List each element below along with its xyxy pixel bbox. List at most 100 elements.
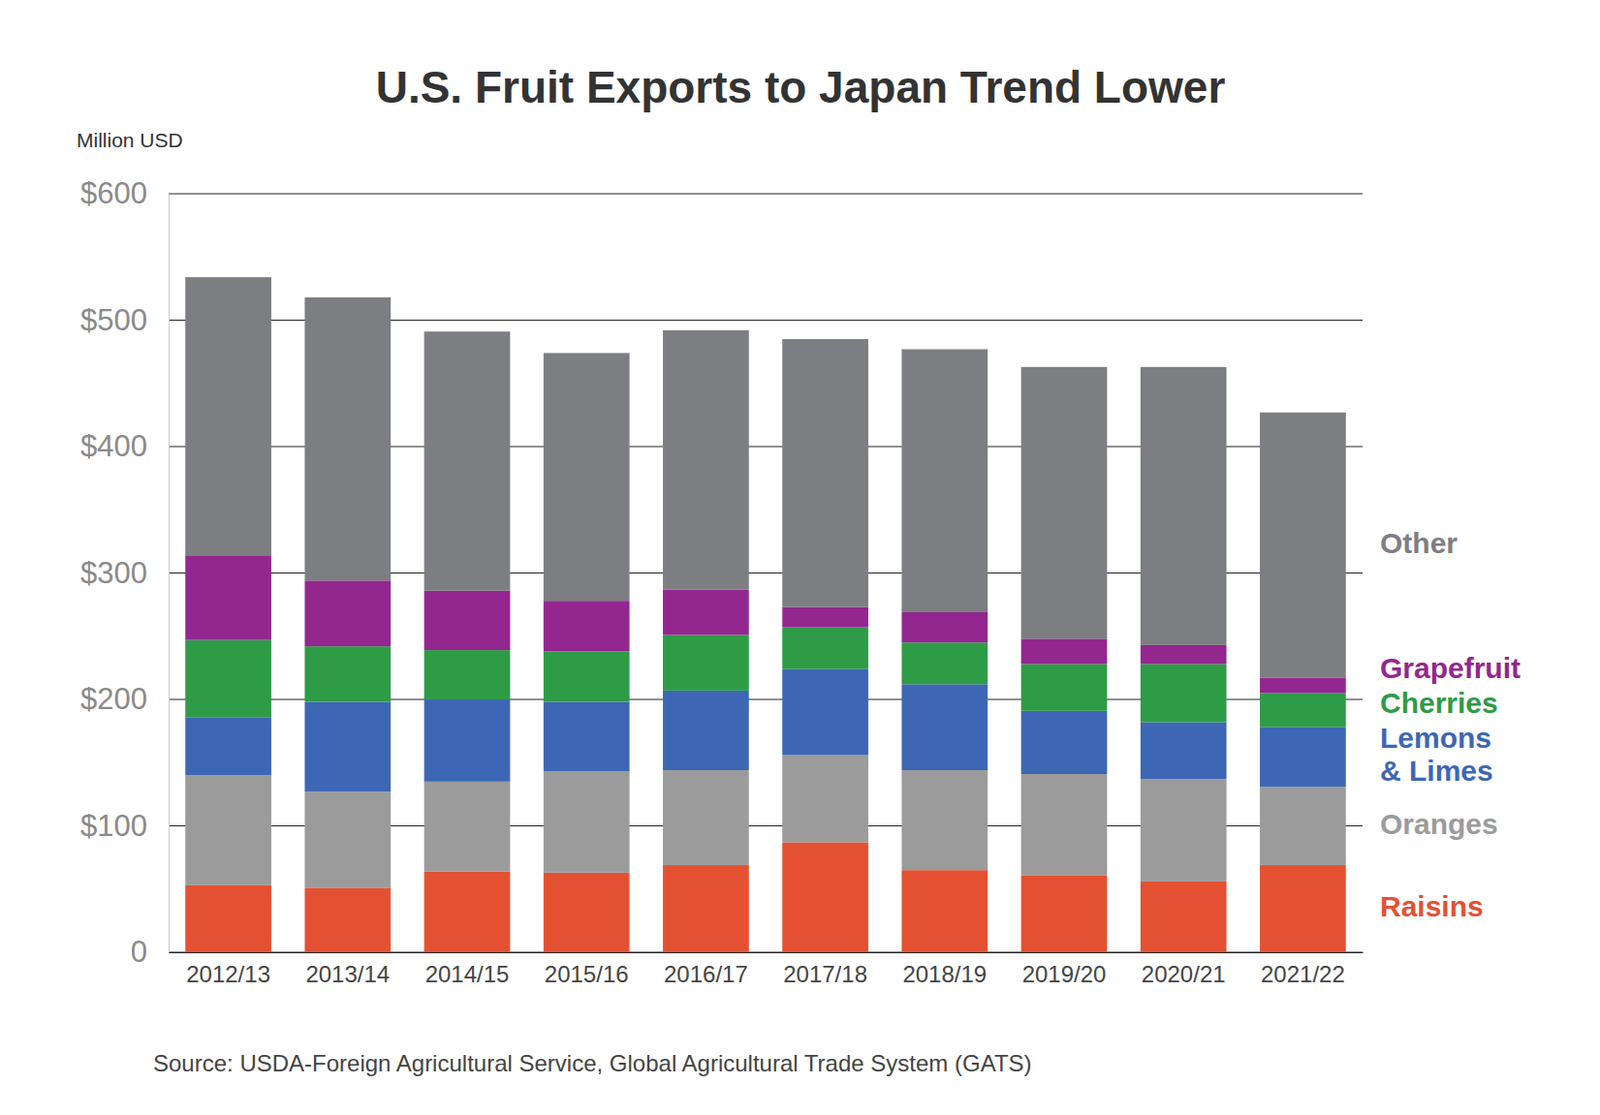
bar bbox=[185, 277, 272, 556]
legend-entry: Other bbox=[1380, 527, 1458, 560]
tick: $400 bbox=[80, 429, 169, 464]
tick: 2012/13 bbox=[186, 952, 271, 988]
bar bbox=[901, 684, 988, 771]
bar bbox=[304, 646, 391, 702]
bar bbox=[1259, 692, 1347, 727]
legend-entry: Lemons& Limes bbox=[1380, 721, 1494, 787]
tick-label: 2013/14 bbox=[305, 961, 390, 988]
bar bbox=[662, 330, 750, 591]
bar bbox=[424, 591, 511, 651]
tick: $500 bbox=[80, 303, 169, 338]
tick: $600 bbox=[80, 176, 169, 211]
bar bbox=[782, 627, 869, 670]
bar bbox=[1259, 678, 1347, 694]
tick: 2013/14 bbox=[305, 952, 390, 988]
bar bbox=[782, 842, 869, 953]
bar bbox=[1140, 367, 1227, 646]
tick-label: 0 bbox=[130, 935, 148, 970]
bar bbox=[185, 775, 272, 886]
bar bbox=[543, 771, 630, 873]
bar bbox=[782, 607, 869, 628]
bar bbox=[424, 699, 511, 783]
tick-label: $200 bbox=[80, 682, 148, 717]
bar bbox=[901, 349, 988, 613]
bar bbox=[1021, 663, 1108, 711]
title: U.S. Fruit Exports to Japan Trend Lower bbox=[376, 62, 1226, 113]
bar bbox=[901, 642, 988, 685]
bar bbox=[782, 754, 869, 843]
tick: 2020/21 bbox=[1141, 952, 1226, 988]
tick-label: $100 bbox=[80, 809, 148, 844]
bar bbox=[901, 612, 988, 643]
tick-label: 2012/13 bbox=[186, 961, 271, 988]
bar bbox=[424, 650, 511, 700]
bar bbox=[543, 600, 630, 652]
grid bbox=[168, 193, 1363, 953]
tick-label: 2021/22 bbox=[1260, 961, 1346, 988]
bar bbox=[901, 870, 988, 953]
bar bbox=[782, 669, 869, 756]
bar bbox=[1021, 638, 1108, 664]
legend-entry: Oranges bbox=[1380, 807, 1499, 840]
bar bbox=[901, 770, 988, 871]
source: Source: USDA-Foreign Agricultural Servic… bbox=[153, 1050, 1033, 1077]
legend: Raisins Oranges Lemons& LimesCherriesGrape… bbox=[1380, 527, 1521, 923]
bar bbox=[1021, 875, 1108, 953]
tick: 2015/16 bbox=[544, 952, 629, 988]
tick: 2014/15 bbox=[425, 952, 510, 988]
bar bbox=[304, 887, 391, 953]
bar bbox=[662, 634, 750, 691]
tick: 2021/22 bbox=[1260, 952, 1346, 988]
bars bbox=[185, 277, 1347, 953]
bar bbox=[304, 297, 391, 581]
bar bbox=[662, 690, 750, 771]
tick-label: 2019/20 bbox=[1022, 961, 1107, 988]
chart: U.S. Fruit Exports to Japan Trend Lower M… bbox=[0, 0, 1600, 1115]
axis-line bbox=[169, 952, 1364, 954]
tick-label: $600 bbox=[80, 176, 148, 211]
series bbox=[185, 277, 1347, 679]
axis-line bbox=[168, 194, 170, 954]
bar bbox=[185, 885, 272, 953]
tick-label: 2016/17 bbox=[663, 961, 749, 988]
tick: $100 bbox=[80, 809, 169, 844]
tick: $300 bbox=[80, 556, 169, 591]
bar bbox=[304, 791, 391, 888]
bar bbox=[662, 589, 750, 635]
bar bbox=[1259, 786, 1347, 866]
y-axis-title: Million USD bbox=[76, 128, 184, 152]
bar bbox=[1140, 881, 1227, 953]
bar bbox=[1140, 721, 1227, 780]
tick: 0 bbox=[130, 935, 169, 970]
bar bbox=[185, 555, 272, 640]
tick-label: 2017/18 bbox=[783, 961, 868, 988]
legend-entry: Grapefruit bbox=[1380, 652, 1521, 685]
bar bbox=[543, 651, 630, 702]
legend-entry: Raisins bbox=[1380, 890, 1484, 923]
bar bbox=[1021, 774, 1108, 876]
bar bbox=[424, 331, 511, 592]
bar bbox=[304, 702, 391, 793]
tick: 2019/20 bbox=[1022, 952, 1107, 988]
bar bbox=[662, 865, 750, 953]
x-axis: 2012/13 2013/14 2014/15 2015/16 2016/17 2017/… bbox=[169, 952, 1364, 988]
bar bbox=[1140, 779, 1227, 882]
bar bbox=[543, 702, 630, 773]
bar bbox=[1259, 412, 1347, 679]
y-axis: 0 $100 $200 $300 $400 $500 $600 bbox=[80, 176, 169, 970]
bar bbox=[304, 580, 391, 647]
bar bbox=[543, 352, 630, 601]
tick: 2018/19 bbox=[902, 952, 987, 988]
tick-label: $500 bbox=[80, 303, 148, 338]
bar bbox=[1021, 711, 1108, 775]
tick: $200 bbox=[80, 682, 169, 717]
bar bbox=[1140, 663, 1227, 722]
tick-label: $400 bbox=[80, 429, 148, 464]
tick: 2017/18 bbox=[783, 952, 868, 988]
legend-entry: Cherries bbox=[1380, 687, 1499, 720]
tick-label: 2014/15 bbox=[425, 961, 510, 988]
bar bbox=[662, 770, 750, 866]
bar bbox=[1259, 727, 1347, 787]
bar bbox=[782, 339, 869, 608]
bar bbox=[185, 717, 272, 776]
